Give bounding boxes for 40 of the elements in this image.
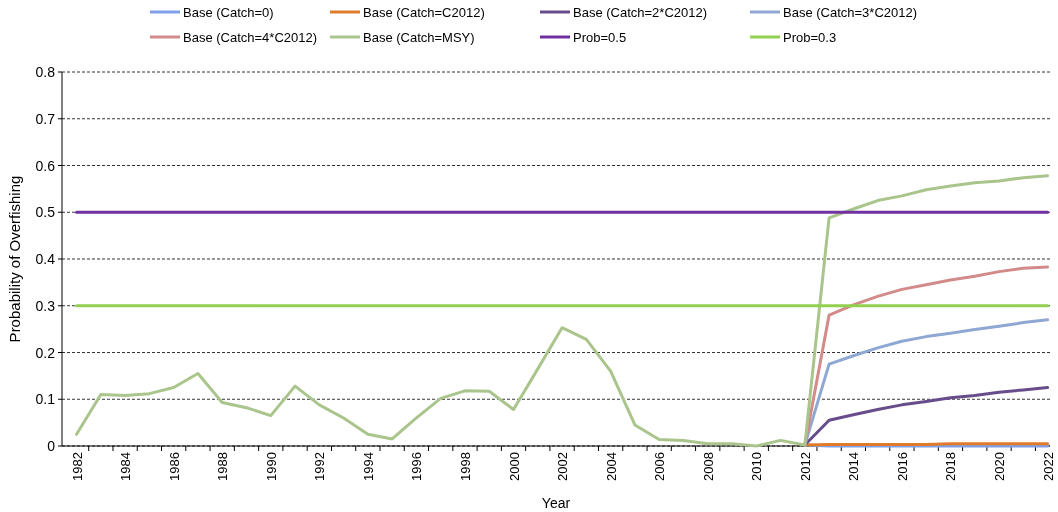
y-tick-label: 0.6 bbox=[35, 157, 56, 174]
legend-label: Base (Catch=0) bbox=[183, 5, 274, 20]
x-tick-label: 1984 bbox=[118, 452, 134, 481]
y-tick-label: 0.8 bbox=[35, 64, 56, 80]
legend-label: Base (Catch=2*C2012) bbox=[573, 5, 708, 20]
legend-label: Prob=0.5 bbox=[573, 30, 627, 45]
legend-label: Base (Catch=3*C2012) bbox=[783, 5, 918, 20]
y-tick-label: 0.2 bbox=[35, 344, 56, 361]
x-tick-label: 2008 bbox=[700, 452, 716, 481]
legend-label: Prob=0.3 bbox=[783, 30, 837, 45]
legend-label: Base (Catch=C2012) bbox=[363, 5, 485, 20]
x-tick-label: 2014 bbox=[846, 452, 862, 481]
y-tick-label: 0.7 bbox=[35, 110, 56, 127]
x-tick-label: 1988 bbox=[215, 452, 231, 481]
x-tick-label: 1996 bbox=[409, 452, 425, 481]
legend-label: Base (Catch=4*C2012) bbox=[183, 30, 318, 45]
y-tick-label: 0.4 bbox=[35, 251, 56, 267]
x-tick-label: 2016 bbox=[894, 452, 910, 481]
legend-label: Base (Catch=MSY) bbox=[363, 30, 475, 45]
x-tick-label: 2002 bbox=[555, 452, 571, 481]
x-tick-label: 2000 bbox=[506, 452, 522, 481]
x-axis-title: Year bbox=[541, 495, 571, 511]
x-tick-label: 2004 bbox=[603, 452, 619, 481]
x-tick-label: 1982 bbox=[69, 452, 85, 481]
x-tick-label: 2022 bbox=[1040, 452, 1056, 481]
x-tick-label: 2006 bbox=[652, 452, 668, 481]
x-tick-label: 1986 bbox=[166, 452, 182, 481]
x-tick-label: 2012 bbox=[797, 452, 813, 481]
x-tick-label: 1994 bbox=[360, 452, 376, 481]
y-tick-label: 0.3 bbox=[35, 297, 56, 314]
x-tick-label: 2020 bbox=[992, 452, 1008, 481]
x-tick-label: 2010 bbox=[749, 452, 765, 481]
y-tick-label: 0 bbox=[47, 438, 56, 454]
x-tick-label: 1998 bbox=[457, 452, 473, 481]
y-tick-label: 0.5 bbox=[35, 204, 56, 221]
x-tick-label: 1990 bbox=[263, 452, 279, 481]
y-tick-label: 0.1 bbox=[35, 391, 56, 408]
x-tick-label: 1992 bbox=[312, 452, 328, 481]
y-axis-title: Probability of Overfishing bbox=[6, 175, 23, 343]
x-tick-label: 2018 bbox=[943, 452, 959, 481]
